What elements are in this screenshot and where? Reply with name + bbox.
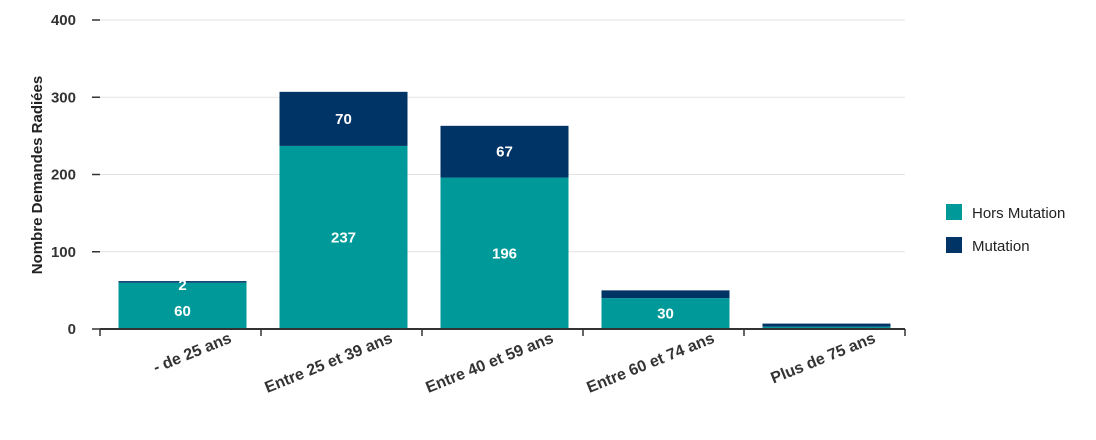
bar-segment-mutation [440,125,569,178]
x-category-label: Entre 60 et 74 ans [584,330,717,397]
data-label: 237 [331,229,356,246]
legend-swatch [946,204,962,220]
bar-segment-mutation [279,91,408,146]
data-labels: 60 2 237 70 196 67 30 [174,111,674,323]
x-category-label: Entre 25 et 39 ans [262,330,395,397]
y-tick-label: 300 [51,89,76,106]
bar-segment-hors-mutation [118,282,247,329]
bar-segment-hors-mutation [440,177,569,329]
bar-segment-mutation [762,323,891,327]
x-category-label: - de 25 ans [151,330,234,377]
bar-segment-hors-mutation [601,298,730,329]
legend: Hors Mutation Mutation [946,204,1065,255]
y-axis-title: Nombre Demandes Radiées [29,76,46,274]
data-label: 67 [496,144,513,161]
y-tick-label: 400 [51,12,76,29]
legend-swatch [946,237,962,253]
y-tick-label: 200 [51,167,76,184]
y-tick-label: 0 [68,321,76,338]
x-category-label: Entre 40 et 59 ans [423,330,556,397]
legend-label: Mutation [972,238,1030,255]
bar-segment-mutation [118,281,247,283]
bar-segment-hors-mutation [279,145,408,329]
y-tick-label: 100 [51,244,76,261]
data-label: 60 [174,303,191,320]
bar-segment-hors-mutation [762,326,891,329]
data-label: 196 [492,245,517,262]
data-label: 70 [335,111,352,128]
data-label: 2 [178,277,186,294]
x-category-label: Plus de 75 ans [769,330,879,387]
legend-label: Hors Mutation [972,205,1065,222]
bars [118,91,891,329]
bar-segment-mutation [601,290,730,299]
data-label: 30 [657,306,674,323]
